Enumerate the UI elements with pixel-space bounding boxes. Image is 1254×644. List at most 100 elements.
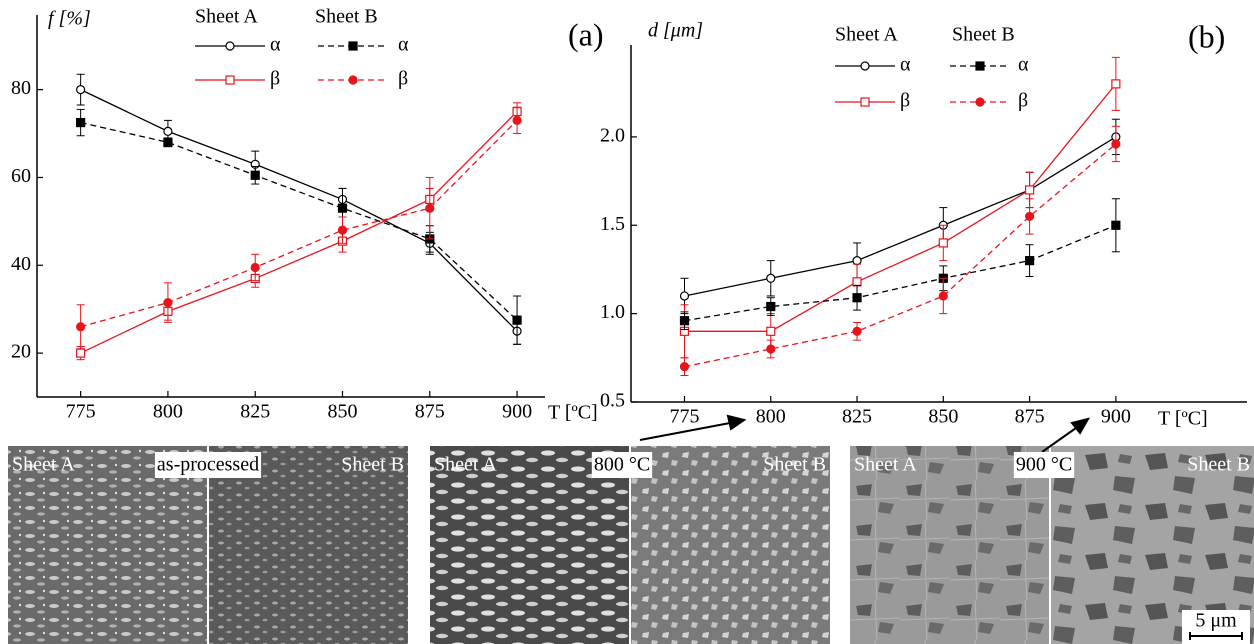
series-line xyxy=(80,119,518,328)
marker xyxy=(852,326,862,336)
y-tick-label: 1.5 xyxy=(600,213,625,235)
label-background xyxy=(1013,452,1075,478)
marker xyxy=(337,225,348,235)
marker xyxy=(766,273,776,283)
micro-label: Sheet B xyxy=(1187,454,1250,476)
x-tick-label: 800 xyxy=(153,401,183,423)
legend-label: α xyxy=(900,54,911,76)
marker xyxy=(348,75,358,85)
y-tick-label: 20 xyxy=(11,341,31,363)
arrow xyxy=(639,422,731,441)
legend-label: α xyxy=(398,34,409,56)
y-tick-label: 1.0 xyxy=(600,301,625,323)
micro-label: 900 °C xyxy=(1016,454,1072,476)
legend-label: β xyxy=(398,68,408,90)
marker xyxy=(512,115,522,125)
x-tick-label: 900 xyxy=(1101,406,1131,428)
marker xyxy=(1111,79,1121,89)
series-line xyxy=(80,89,518,332)
x-tick-label: 825 xyxy=(842,406,872,428)
y-axis-label: f [%] xyxy=(48,8,91,30)
series-line xyxy=(684,143,1117,368)
x-axis-label: T [ºC] xyxy=(548,402,598,424)
marker xyxy=(679,362,690,372)
legend-label: β xyxy=(900,90,910,112)
label-background xyxy=(154,452,262,478)
marker xyxy=(348,41,358,51)
marker xyxy=(250,170,260,180)
marker xyxy=(860,97,870,107)
marker xyxy=(766,326,776,336)
marker xyxy=(76,322,86,332)
micrograph xyxy=(430,446,630,644)
arrow-head xyxy=(726,414,747,431)
micro-label: Sheet A xyxy=(12,454,75,476)
marker xyxy=(225,75,235,85)
arrows xyxy=(639,414,1091,453)
micrograph xyxy=(8,446,208,644)
marker xyxy=(163,126,173,136)
y-tick-label: 2.0 xyxy=(600,124,625,146)
y-tick-label: 0.5 xyxy=(600,390,625,412)
micro-label: Sheet A xyxy=(854,454,917,476)
marker xyxy=(1024,185,1035,195)
series-line xyxy=(684,83,1117,332)
legend-title: Sheet B xyxy=(952,24,1015,46)
arrow-head xyxy=(1070,417,1091,435)
marker xyxy=(679,291,690,301)
x-tick-label: 900 xyxy=(502,401,532,423)
marker xyxy=(975,97,985,107)
marker xyxy=(250,262,260,273)
micrograph xyxy=(208,446,408,644)
panel-label: (b) xyxy=(1188,18,1225,54)
marker xyxy=(766,344,776,354)
micrograph xyxy=(850,446,1050,644)
micro-label: Sheet B xyxy=(341,454,404,476)
marker xyxy=(1111,139,1121,149)
scale-bar-background xyxy=(1182,610,1250,644)
micro-label: 800 °C xyxy=(594,454,650,476)
marker xyxy=(852,293,862,303)
marker xyxy=(425,203,435,213)
y-tick-label: 60 xyxy=(11,165,31,187)
marker xyxy=(860,61,870,71)
legend-label: β xyxy=(270,68,280,90)
marker xyxy=(852,256,862,266)
label-background xyxy=(591,452,653,478)
marker xyxy=(938,291,948,301)
marker xyxy=(163,137,173,147)
marker xyxy=(1111,220,1121,230)
marker xyxy=(76,348,86,358)
marker xyxy=(337,203,348,213)
x-tick-label: 875 xyxy=(1015,406,1045,428)
legend-title: Sheet B xyxy=(315,6,378,28)
x-axis-label: T [ºC] xyxy=(1158,408,1208,430)
series-line xyxy=(80,121,518,321)
marker xyxy=(975,61,985,71)
legend-title: Sheet A xyxy=(195,6,258,28)
marker xyxy=(225,41,235,51)
x-tick-label: 875 xyxy=(415,401,445,423)
chart: 0.5 1.0 1.5 2.0 775 800 825 850 875 900 d [μm] T [º… xyxy=(600,18,1247,430)
scale-bar-label: 5 μm xyxy=(1195,610,1237,632)
micro-label: as-processed xyxy=(157,454,259,476)
panel-label: (a) xyxy=(568,16,604,52)
marker xyxy=(163,297,173,308)
marker xyxy=(1024,256,1035,266)
x-tick-label: 800 xyxy=(756,406,786,428)
marker xyxy=(1024,211,1035,222)
y-tick-label: 40 xyxy=(11,253,31,275)
y-axis-label: d [μm] xyxy=(648,20,703,42)
micro-label: Sheet A xyxy=(434,454,497,476)
marker xyxy=(679,316,690,326)
y-tick-label: 80 xyxy=(11,77,31,99)
marker xyxy=(512,315,522,325)
marker xyxy=(938,238,948,248)
x-tick-label: 775 xyxy=(66,401,96,423)
arrow xyxy=(1041,427,1077,453)
chart: 20 40 60 80 775 800 825 850 875 900 f [%] T [ºC] (a)… xyxy=(11,6,604,424)
micro-label: Sheet B xyxy=(763,454,826,476)
micrograph xyxy=(630,446,830,644)
series-line xyxy=(80,111,518,354)
